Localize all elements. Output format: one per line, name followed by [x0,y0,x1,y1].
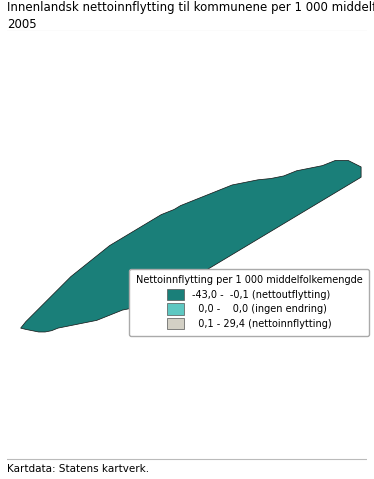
Polygon shape [21,160,361,332]
Legend: -43,0 -  -0,1 (nettoutflytting),   0,0 -    0,0 (ingen endring),   0,1 - 29,4 (n: -43,0 - -0,1 (nettoutflytting), 0,0 - 0,… [129,269,369,336]
Text: Kartdata: Statens kartverk.: Kartdata: Statens kartverk. [7,464,150,474]
Text: Innenlandsk nettoinnflytting til kommunene per 1 000 middelfolkemengde.: Innenlandsk nettoinnflytting til kommune… [7,1,374,14]
Text: 2005: 2005 [7,19,37,32]
